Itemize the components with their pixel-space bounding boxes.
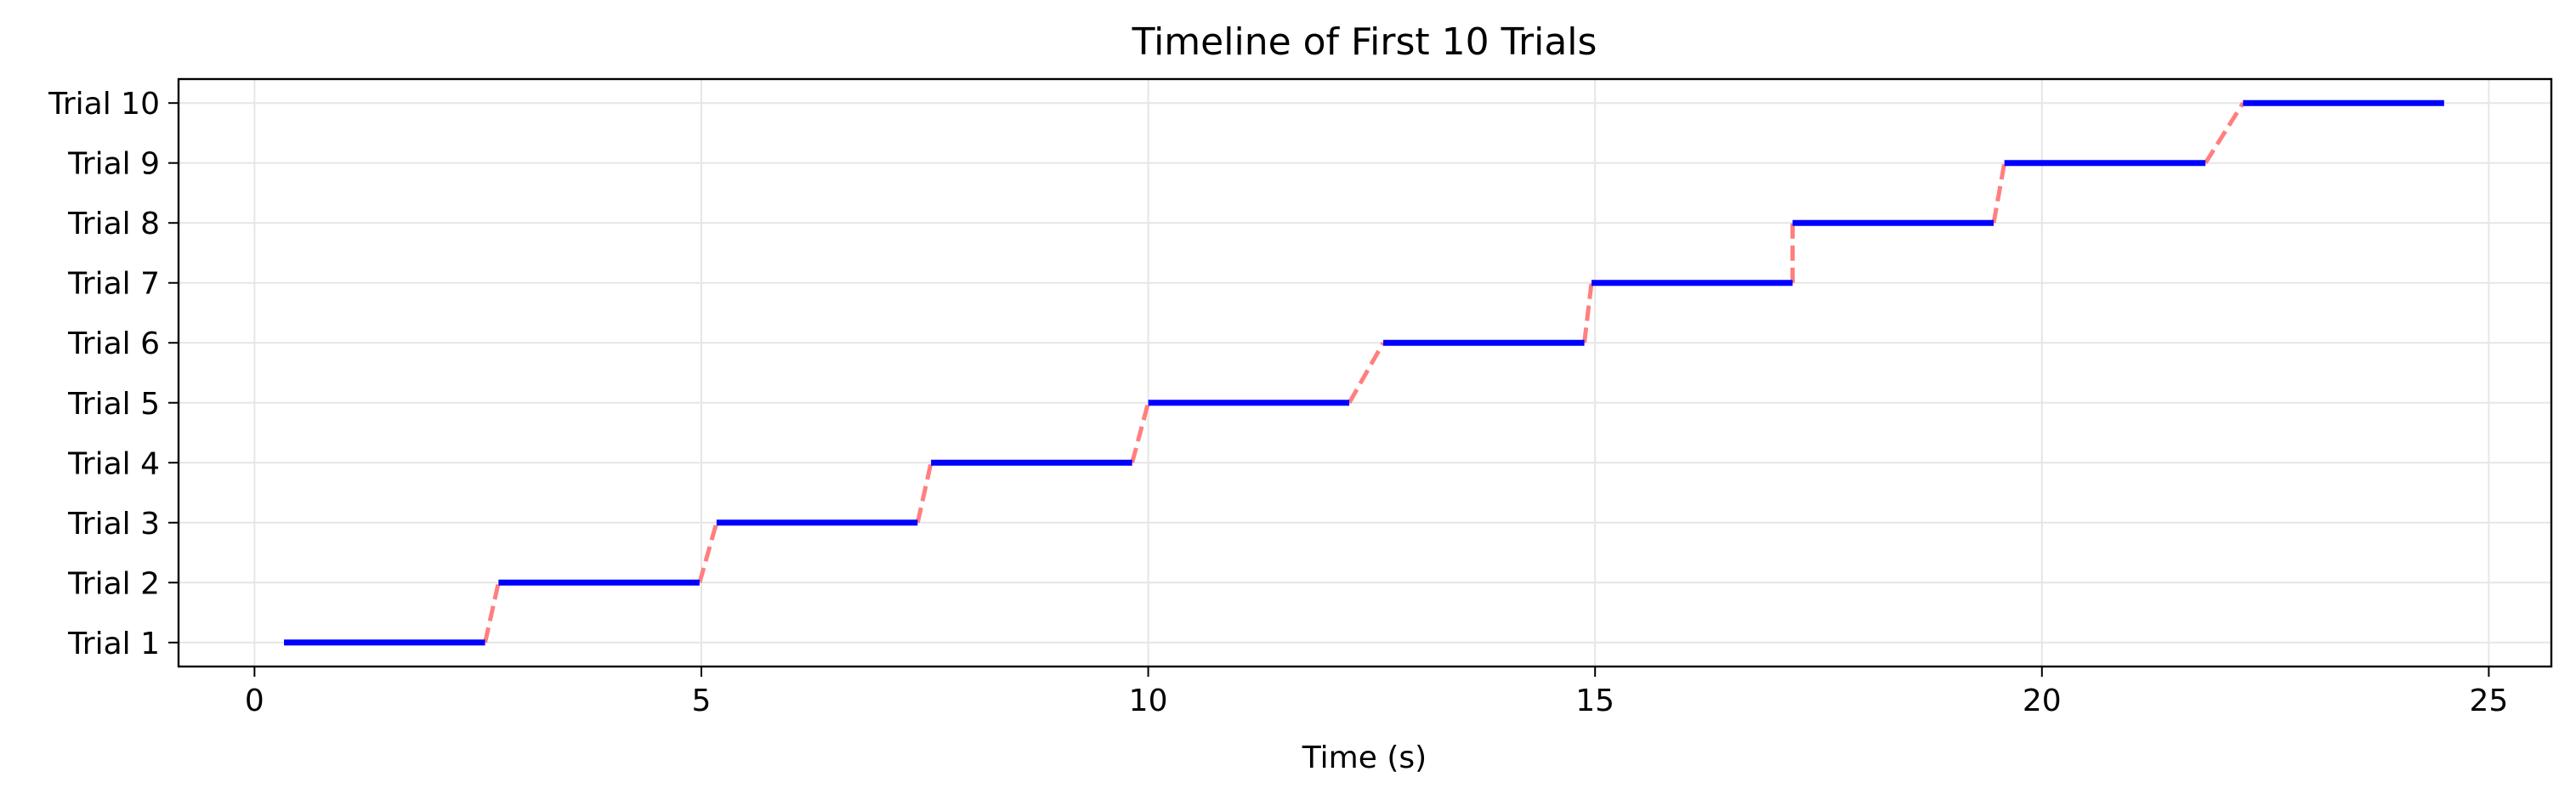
transition-line [2204,101,2245,165]
y-tick-label: Trial 8 [67,207,160,241]
y-tick-label: Trial 6 [67,326,160,361]
x-axis-ticks: 0 5 10 15 20 25 [245,667,2508,718]
y-tick-label: Trial 7 [67,267,160,302]
y-tick-label: Trial 2 [67,566,160,601]
y-tick-label: Trial 10 [48,87,160,122]
trial-segments [284,99,2444,646]
x-tick-label: 0 [245,684,264,718]
y-tick-label: Trial 1 [67,627,160,661]
transition-line [1347,342,1386,404]
plot-frame [177,77,2553,668]
x-tick-label: 5 [692,684,712,718]
transition-line [915,462,933,524]
y-tick-label: Trial 9 [67,147,160,182]
y-tick-label: Trial 5 [67,387,160,422]
transition-line [1582,282,1594,343]
x-tick-label: 15 [1575,684,1614,718]
transition-line [1130,402,1150,463]
transition-lines [483,101,2245,644]
y-tick-label: Trial 3 [67,507,160,542]
grid-lines [179,79,2551,667]
transition-line [697,522,719,583]
x-axis-label: Time (s) [1302,740,1427,775]
x-tick-label: 20 [2023,684,2062,718]
y-tick-label: Trial 4 [67,446,160,481]
x-tick-label: 25 [2470,684,2509,718]
chart-title: Timeline of First 10 Trials [1132,20,1597,64]
x-tick-label: 10 [1129,684,1168,718]
transition-line [1991,162,2007,224]
transition-line [483,582,501,644]
y-axis-ticks: Trial 1 Trial 2 Trial 3 Trial 4 Trial 5 Trial… [48,87,179,661]
